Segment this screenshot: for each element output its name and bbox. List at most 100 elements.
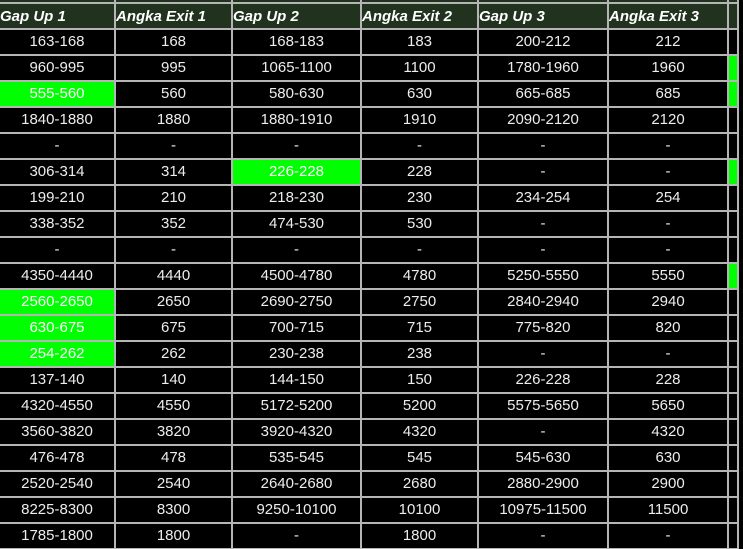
cell-r2-c4[interactable]: 1100: [360, 54, 479, 82]
cell-r7-c3[interactable]: 218-230: [231, 184, 362, 212]
cell-r5-c1[interactable]: -: [0, 132, 116, 160]
cell-r17-c6[interactable]: 630: [607, 444, 729, 472]
cell-r17-c1[interactable]: 476-478: [0, 444, 116, 472]
cell-r9-c1[interactable]: -: [0, 236, 116, 264]
cell-r9-c2[interactable]: -: [114, 236, 233, 264]
cell-r3-c1-highlighted[interactable]: 555-560: [0, 80, 116, 108]
cell-r6-c4[interactable]: 228: [360, 158, 479, 186]
cell-r18-c4[interactable]: 2680: [360, 470, 479, 498]
cell-r13-c6[interactable]: -: [607, 340, 729, 368]
cell-r9-c4[interactable]: -: [360, 236, 479, 264]
cell-r3-c6[interactable]: 685: [607, 80, 729, 108]
cell-r20-c4[interactable]: 1800: [360, 522, 479, 549]
cell-r4-c1[interactable]: 1840-1880: [0, 106, 116, 134]
column-header-gap-up-1[interactable]: Gap Up 1: [0, 2, 116, 30]
cell-r15-c4[interactable]: 5200: [360, 392, 479, 420]
cell-r1-c5[interactable]: 200-212: [477, 28, 609, 56]
cell-r5-c6[interactable]: -: [607, 132, 729, 160]
cell-r13-c5[interactable]: -: [477, 340, 609, 368]
cell-r12-c5[interactable]: 775-820: [477, 314, 609, 342]
cell-r5-c4[interactable]: -: [360, 132, 479, 160]
cell-r19-c6[interactable]: 11500: [607, 496, 729, 524]
cell-r1-c6[interactable]: 212: [607, 28, 729, 56]
cell-r18-c6[interactable]: 2900: [607, 470, 729, 498]
cell-r11-c2[interactable]: 2650: [114, 288, 233, 316]
cell-r20-c2[interactable]: 1800: [114, 522, 233, 549]
cell-r6-c5[interactable]: -: [477, 158, 609, 186]
cell-r1-c2[interactable]: 168: [114, 28, 233, 56]
cell-r14-c1[interactable]: 137-140: [0, 366, 116, 394]
cell-r8-c5[interactable]: -: [477, 210, 609, 238]
cell-r2-c5[interactable]: 1780-1960: [477, 54, 609, 82]
cell-r14-c3[interactable]: 144-150: [231, 366, 362, 394]
cell-r19-c5[interactable]: 10975-11500: [477, 496, 609, 524]
cell-r18-c1[interactable]: 2520-2540: [0, 470, 116, 498]
cell-r8-c1[interactable]: 338-352: [0, 210, 116, 238]
cell-r14-c6[interactable]: 228: [607, 366, 729, 394]
cell-r16-c1[interactable]: 3560-3820: [0, 418, 116, 446]
column-header-angka-exit-2[interactable]: Angka Exit 2: [360, 2, 479, 30]
cell-r2-c2[interactable]: 995: [114, 54, 233, 82]
cell-r19-c4[interactable]: 10100: [360, 496, 479, 524]
cell-r12-c2[interactable]: 675: [114, 314, 233, 342]
cell-r4-c6[interactable]: 2120: [607, 106, 729, 134]
cell-r17-c5[interactable]: 545-630: [477, 444, 609, 472]
cell-r10-c2[interactable]: 4440: [114, 262, 233, 290]
cell-r20-c5[interactable]: -: [477, 522, 609, 549]
cell-r8-c6[interactable]: -: [607, 210, 729, 238]
cell-r18-c3[interactable]: 2640-2680: [231, 470, 362, 498]
column-header-gap-up-2[interactable]: Gap Up 2: [231, 2, 362, 30]
cell-r20-c6[interactable]: -: [607, 522, 729, 549]
cell-r15-c2[interactable]: 4550: [114, 392, 233, 420]
cell-r12-c6[interactable]: 820: [607, 314, 729, 342]
cell-r15-c1[interactable]: 4320-4550: [0, 392, 116, 420]
cell-r12-c1-highlighted[interactable]: 630-675: [0, 314, 116, 342]
cell-r13-c2[interactable]: 262: [114, 340, 233, 368]
cell-r8-c4[interactable]: 530: [360, 210, 479, 238]
cell-r17-c4[interactable]: 545: [360, 444, 479, 472]
cell-r7-c2[interactable]: 210: [114, 184, 233, 212]
cell-r7-c5[interactable]: 234-254: [477, 184, 609, 212]
cell-r9-c3[interactable]: -: [231, 236, 362, 264]
cell-r8-c3[interactable]: 474-530: [231, 210, 362, 238]
cell-r18-c5[interactable]: 2880-2900: [477, 470, 609, 498]
cell-r12-c3[interactable]: 700-715: [231, 314, 362, 342]
cell-r4-c3[interactable]: 1880-1910: [231, 106, 362, 134]
cell-r4-c2[interactable]: 1880: [114, 106, 233, 134]
cell-r1-c3[interactable]: 168-183: [231, 28, 362, 56]
cell-r5-c2[interactable]: -: [114, 132, 233, 160]
cell-r5-c3[interactable]: -: [231, 132, 362, 160]
cell-r3-c4[interactable]: 630: [360, 80, 479, 108]
cell-r11-c3[interactable]: 2690-2750: [231, 288, 362, 316]
cell-r11-c5[interactable]: 2840-2940: [477, 288, 609, 316]
cell-r4-c4[interactable]: 1910: [360, 106, 479, 134]
cell-r16-c2[interactable]: 3820: [114, 418, 233, 446]
cell-r19-c3[interactable]: 9250-10100: [231, 496, 362, 524]
cell-r17-c3[interactable]: 535-545: [231, 444, 362, 472]
cell-r10-c5[interactable]: 5250-5550: [477, 262, 609, 290]
cell-r6-c3-highlighted[interactable]: 226-228: [231, 158, 362, 186]
cell-r1-c4[interactable]: 183: [360, 28, 479, 56]
cell-r5-c5[interactable]: -: [477, 132, 609, 160]
cell-r1-c1[interactable]: 163-168: [0, 28, 116, 56]
cell-r13-c3[interactable]: 230-238: [231, 340, 362, 368]
cell-r3-c5[interactable]: 665-685: [477, 80, 609, 108]
cell-r7-c6[interactable]: 254: [607, 184, 729, 212]
cell-r11-c4[interactable]: 2750: [360, 288, 479, 316]
cell-r2-c6[interactable]: 1960: [607, 54, 729, 82]
cell-r20-c3[interactable]: -: [231, 522, 362, 549]
column-header-angka-exit-3[interactable]: Angka Exit 3: [607, 2, 729, 30]
cell-r10-c4[interactable]: 4780: [360, 262, 479, 290]
cell-r14-c2[interactable]: 140: [114, 366, 233, 394]
cell-r14-c5[interactable]: 226-228: [477, 366, 609, 394]
cell-r17-c2[interactable]: 478: [114, 444, 233, 472]
cell-r19-c1[interactable]: 8225-8300: [0, 496, 116, 524]
cell-r6-c2[interactable]: 314: [114, 158, 233, 186]
cell-r7-c4[interactable]: 230: [360, 184, 479, 212]
cell-r11-c6[interactable]: 2940: [607, 288, 729, 316]
cell-r3-c3[interactable]: 580-630: [231, 80, 362, 108]
cell-r10-c1[interactable]: 4350-4440: [0, 262, 116, 290]
cell-r16-c4[interactable]: 4320: [360, 418, 479, 446]
cell-r14-c4[interactable]: 150: [360, 366, 479, 394]
cell-r3-c2[interactable]: 560: [114, 80, 233, 108]
